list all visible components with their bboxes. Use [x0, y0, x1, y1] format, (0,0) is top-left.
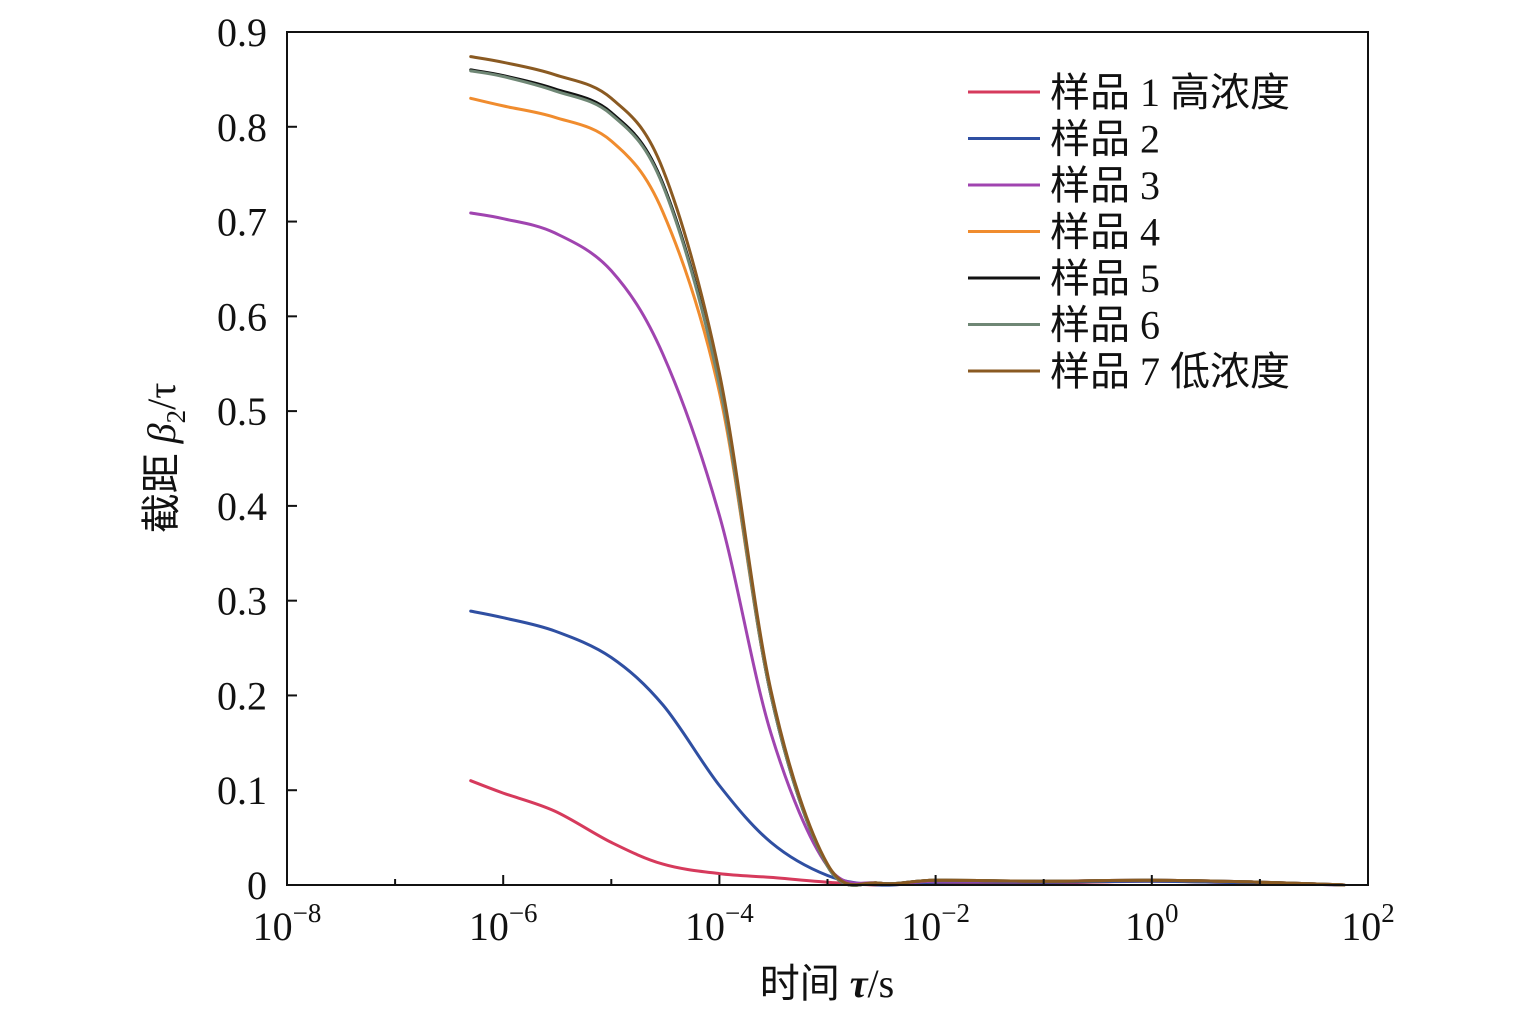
y-tick-label: 0.9 [217, 10, 267, 55]
legend-label: 样品 2 [1050, 117, 1160, 162]
ticks-layer: 0 0.1 0.2 0.3 0.4 0.5 0.6 0.7 0.8 0.9 10−8 10−6 10−4… [217, 10, 1395, 949]
series-line-7 [469, 55, 1346, 887]
series-line-2 [469, 609, 1346, 887]
y-tick-label: 0.8 [217, 105, 267, 150]
series-layer [469, 55, 1346, 887]
series-line-3 [469, 211, 1346, 887]
legend-label: 样品 5 [1050, 256, 1160, 301]
x-tick-label: 100 [1125, 898, 1179, 949]
y-tick-label: 0.2 [217, 673, 267, 718]
y-axis-label: 截距 β2/τ [139, 383, 191, 534]
y-tick-label: 0.6 [217, 294, 267, 339]
x-tick-label: 10−4 [685, 898, 754, 949]
x-tick-label: 102 [1341, 898, 1395, 949]
series-line-1 [469, 779, 1346, 887]
y-tick-label: 0 [247, 863, 267, 908]
y-tick-label: 0.3 [217, 579, 267, 624]
series-line-6 [469, 69, 1346, 887]
y-tick-label: 0.1 [217, 768, 267, 813]
x-tick-label: 10−8 [253, 898, 322, 949]
legend-label: 样品 6 [1050, 303, 1160, 348]
legend-label: 样品 3 [1050, 163, 1160, 208]
x-tick-label: 10−6 [469, 898, 538, 949]
x-tick-label: 10−2 [901, 898, 970, 949]
plot-frame [286, 31, 1369, 886]
legend-label: 样品 1 高浓度 [1050, 70, 1290, 115]
legend-label: 样品 4 [1050, 210, 1160, 255]
y-tick-label: 0.5 [217, 389, 267, 434]
y-tick-label: 0.7 [217, 200, 267, 245]
y-tick-label: 0.4 [217, 484, 267, 529]
x-axis-label: 时间 τ/s [760, 961, 894, 1006]
series-line-4 [469, 96, 1346, 887]
legend-label: 样品 7 低浓度 [1050, 349, 1290, 394]
series-line-5 [469, 68, 1346, 887]
